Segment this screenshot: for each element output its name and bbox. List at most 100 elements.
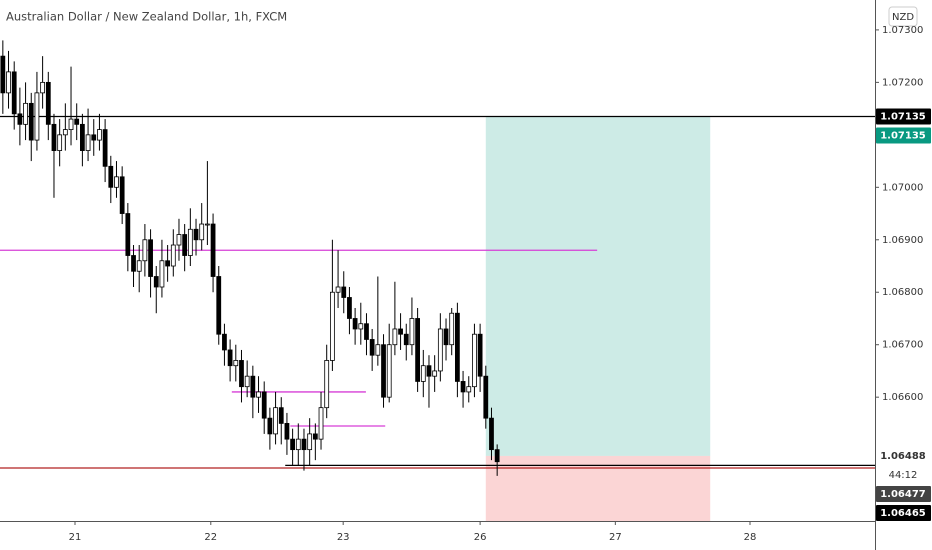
candle-body xyxy=(454,312,460,382)
candle-body xyxy=(364,323,369,340)
candle-body xyxy=(341,286,347,298)
candle-body xyxy=(57,134,63,151)
candle-body xyxy=(483,375,489,419)
candle-body xyxy=(329,291,335,361)
candle-body xyxy=(131,255,136,272)
x-tick-label: 27 xyxy=(609,532,622,543)
candle-body xyxy=(199,223,205,241)
x-tick-label: 28 xyxy=(744,532,757,543)
candle-body xyxy=(17,113,23,125)
candle-body xyxy=(125,213,131,256)
candle-body xyxy=(233,360,239,367)
candle-body xyxy=(477,333,483,377)
y-tick-label: 1.07000 xyxy=(882,182,923,193)
candle-body xyxy=(386,344,392,398)
candle-body xyxy=(358,323,364,330)
candle-body xyxy=(45,81,51,125)
candle-body xyxy=(204,223,210,226)
candle-body xyxy=(148,239,153,277)
candle-body xyxy=(210,223,216,277)
candle-body xyxy=(114,176,119,188)
price-tag xyxy=(876,447,931,464)
candle-body xyxy=(244,375,250,388)
x-tick-label: 23 xyxy=(337,532,350,543)
candle-body xyxy=(40,81,46,94)
candle-body xyxy=(466,386,472,393)
candle-body xyxy=(0,55,6,94)
candle-body xyxy=(6,71,11,94)
candle-body xyxy=(432,370,438,377)
candle-body xyxy=(460,381,466,393)
candle-body xyxy=(142,239,148,262)
y-tick-label: 1.07200 xyxy=(882,77,923,88)
candle-body xyxy=(494,449,500,463)
candle-body xyxy=(91,134,97,141)
candle-body xyxy=(335,286,341,293)
y-tick-label: 1.06600 xyxy=(882,392,923,403)
candle-body xyxy=(403,333,409,346)
candle-body xyxy=(193,228,199,241)
candle-body xyxy=(290,438,296,451)
candle-body xyxy=(79,123,85,151)
candle-body xyxy=(409,318,415,346)
candle-body xyxy=(420,365,426,382)
candle-body xyxy=(284,423,290,440)
candle-body xyxy=(23,102,28,125)
price-tag xyxy=(876,108,931,125)
candle-body xyxy=(102,129,108,167)
currency-label: NZD xyxy=(892,12,914,23)
candle-body xyxy=(136,260,142,272)
candle-body xyxy=(227,349,233,367)
candle-body xyxy=(369,339,375,356)
candle-body xyxy=(267,417,273,435)
candle-body xyxy=(381,344,386,398)
candle-body xyxy=(176,234,182,246)
candle-body xyxy=(239,360,244,388)
candle-body xyxy=(159,260,165,288)
x-tick-label: 22 xyxy=(204,532,217,543)
candle-body xyxy=(489,417,494,451)
candle-body xyxy=(97,129,102,141)
price-tag xyxy=(876,485,931,502)
candle-body xyxy=(187,228,193,256)
candle-body xyxy=(119,176,125,214)
price-tag xyxy=(876,504,931,521)
candle-body xyxy=(375,344,381,356)
price-tag-label: 1.07135 xyxy=(880,130,926,141)
candle-body xyxy=(222,333,227,351)
price-tag-label: 1.06488 xyxy=(880,451,926,462)
candle-body xyxy=(108,165,114,188)
candle-body xyxy=(273,407,278,435)
candle-body xyxy=(250,375,256,398)
candle-body xyxy=(443,328,449,346)
price-tag xyxy=(876,127,931,144)
price-tag-label: 1.06477 xyxy=(880,489,926,500)
y-tick-label: 1.07300 xyxy=(882,25,923,36)
x-tick-label: 26 xyxy=(474,532,487,543)
y-tick-label: 1.06700 xyxy=(882,340,923,351)
candle-body xyxy=(170,244,176,267)
candle-body xyxy=(437,328,443,372)
y-tick-label: 1.06900 xyxy=(882,235,923,246)
candle-body xyxy=(278,407,284,424)
candle-body xyxy=(68,118,74,130)
candle-body xyxy=(216,276,222,335)
candle-body xyxy=(62,129,68,136)
candle-body xyxy=(318,407,324,440)
candle-body xyxy=(34,92,40,141)
candle-body xyxy=(182,234,188,256)
x-tick-label: 21 xyxy=(69,532,82,543)
candle-body xyxy=(307,433,313,451)
profit-zone xyxy=(485,116,711,456)
candle-body xyxy=(352,318,358,330)
candle-body xyxy=(51,123,57,151)
candle-body xyxy=(312,433,318,440)
candle-body xyxy=(74,118,80,125)
plot-area xyxy=(0,40,875,521)
candle-body xyxy=(85,134,91,151)
candle-body xyxy=(347,297,352,319)
price-tag-label: 1.07135 xyxy=(880,111,926,122)
chart-title: Australian Dollar / New Zealand Dollar, … xyxy=(6,10,287,24)
candle-body xyxy=(256,391,261,398)
